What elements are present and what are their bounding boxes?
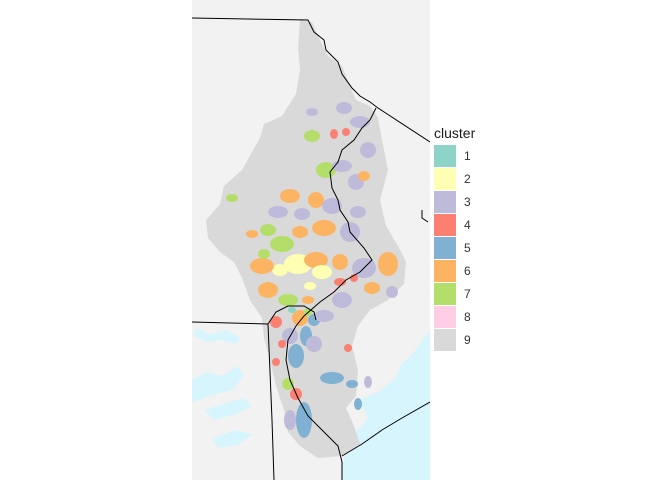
tract-cluster-3 [294, 208, 310, 220]
legend-label: 7 [464, 286, 471, 301]
tract-cluster-7 [316, 162, 336, 178]
tract-cluster-3 [350, 116, 370, 128]
tract-cluster-4 [344, 344, 352, 352]
legend-item: 2 [434, 167, 524, 190]
tract-cluster-2 [304, 282, 316, 290]
legend-swatch [434, 190, 456, 213]
tract-cluster-2 [272, 264, 288, 276]
legend-swatch [434, 305, 456, 328]
tract-cluster-2 [312, 265, 332, 279]
bay-inlet [192, 366, 244, 402]
legend-item: 3 [434, 190, 524, 213]
state-borders [192, 17, 430, 480]
legend-swatch [434, 167, 456, 190]
state-border [421, 210, 429, 223]
tract-cluster-8 [330, 288, 334, 292]
tract-cluster-3 [268, 206, 288, 218]
state-border [267, 305, 317, 325]
legend-label: 5 [464, 240, 471, 255]
state-border [285, 107, 377, 480]
tract-cluster-3 [350, 206, 366, 218]
tract-cluster-6 [292, 310, 308, 326]
tract-cluster-7 [258, 249, 270, 259]
state-border [192, 321, 269, 325]
tract-cluster-6 [258, 282, 278, 298]
tract-cluster-3 [284, 410, 296, 430]
tract-cluster-6 [246, 230, 258, 238]
tract-cluster-5 [346, 380, 358, 388]
tract-cluster-5 [320, 372, 344, 384]
tract-cluster-3 [306, 108, 318, 116]
legend-label: 6 [464, 263, 471, 278]
tract-cluster-5 [354, 398, 362, 410]
tract-cluster-6 [304, 252, 328, 268]
legend-title: cluster [434, 125, 476, 141]
tract-cluster-1 [288, 307, 296, 313]
legend-item: 8 [434, 305, 524, 328]
cluster-map [192, 0, 430, 480]
tract-cluster-3 [360, 142, 376, 158]
state-border [192, 17, 430, 143]
tract-cluster-5 [296, 402, 312, 438]
legend-swatch [434, 282, 456, 305]
tract-cluster-4 [278, 340, 286, 348]
legend-item: 9 [434, 328, 524, 351]
map-panel[interactable] [192, 0, 430, 480]
state-border [341, 401, 430, 457]
tract-cluster-3 [306, 336, 322, 352]
legend-item: 7 [434, 282, 524, 305]
legend-item: 1 [434, 144, 524, 167]
tract-cluster-7 [260, 224, 276, 236]
tract-cluster-6 [358, 171, 370, 181]
tract-cluster-7 [270, 236, 294, 252]
legend-swatch [434, 213, 456, 236]
legend-label: 4 [464, 217, 471, 232]
tract-cluster-3 [332, 292, 352, 308]
legend-label: 8 [464, 309, 471, 324]
tract-cluster-6 [332, 254, 348, 270]
legend-swatch [434, 259, 456, 282]
bay-channel [204, 398, 252, 420]
tract-cluster-4 [334, 278, 346, 286]
legend-swatch [434, 328, 456, 351]
tract-cluster-4 [342, 128, 350, 136]
tract-cluster-7 [226, 194, 238, 202]
legend-label: 1 [464, 148, 471, 163]
tract-cluster-6 [280, 189, 300, 203]
tract-cluster-6 [378, 252, 398, 276]
tract-cluster-6 [308, 192, 324, 208]
tract-cluster-4 [330, 129, 338, 139]
census-tracts [226, 102, 398, 438]
tract-cluster-3 [314, 310, 334, 322]
legend-item: 4 [434, 213, 524, 236]
legend-item: 6 [434, 259, 524, 282]
legend-item: 5 [434, 236, 524, 259]
tract-cluster-6 [312, 220, 336, 236]
tract-cluster-6 [250, 258, 274, 274]
river [194, 328, 240, 344]
tract-cluster-6 [364, 282, 380, 294]
bay-channel [212, 430, 252, 448]
tract-cluster-3 [364, 376, 372, 388]
legend-label: 9 [464, 332, 471, 347]
legend: cluster 1 2 3 4 5 6 7 8 9 [434, 124, 524, 351]
tract-cluster-3 [322, 198, 342, 214]
tract-cluster-3 [336, 102, 352, 114]
legend-label: 2 [464, 171, 471, 186]
metro-region-cluster-9 [206, 20, 406, 458]
tract-cluster-5 [288, 344, 304, 368]
tract-cluster-7 [304, 130, 320, 142]
legend-swatch [434, 236, 456, 259]
legend-swatch [434, 144, 456, 167]
tract-cluster-7 [282, 378, 294, 390]
tract-cluster-6 [292, 226, 308, 238]
legend-label: 3 [464, 194, 471, 209]
tract-cluster-7 [278, 294, 298, 306]
tract-cluster-4 [272, 358, 280, 366]
tract-cluster-6 [302, 296, 314, 304]
state-border [267, 323, 275, 480]
tract-cluster-3 [386, 286, 398, 298]
tract-cluster-4 [270, 316, 282, 328]
